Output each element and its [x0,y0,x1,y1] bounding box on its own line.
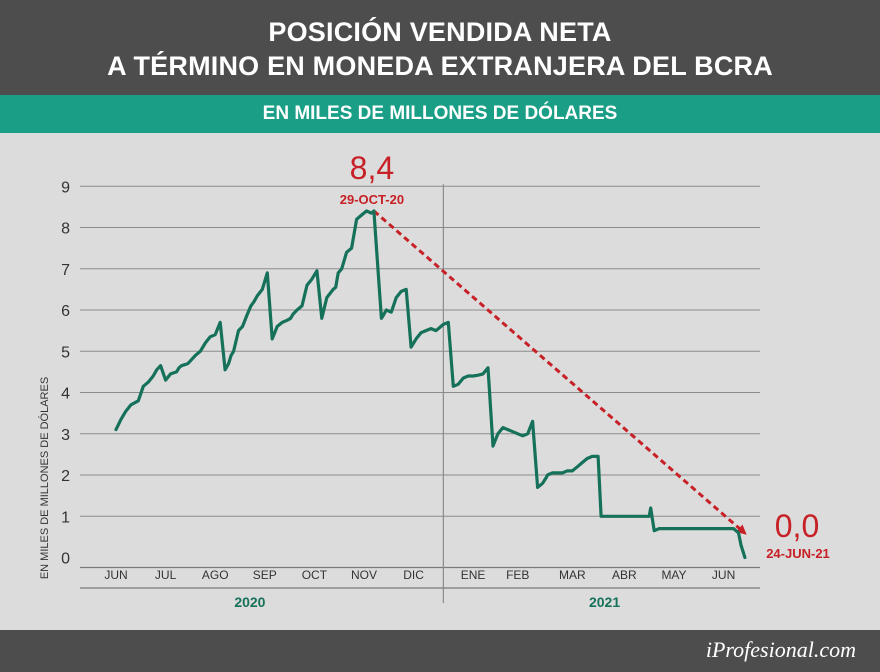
y-tick-label: 9 [61,179,70,196]
trend-arrow [372,209,747,535]
x-tick-label: JUN [712,568,735,582]
chart-title-line-2: A TÉRMINO EN MONEDA EXTRANJERA DEL BCRA [107,51,773,81]
y-tick-label: 1 [61,509,70,526]
chart-subtitle: EN MILES DE MILLONES DE DÓLARES [0,95,880,133]
y-tick-label: 3 [61,427,70,444]
y-tick-label: 0 [61,551,70,568]
x-tick-label: MAR [559,568,586,582]
year-labels: 2020 2021 [80,587,760,610]
x-axis: JUN JUL AGO SEP OCT NOV DIC ENE FEB MAR ABR MAY JUN [104,184,735,603]
chart-title-line-1: POSICIÓN VENDIDA NETA [268,17,612,47]
y-tick-label: 5 [61,344,70,361]
x-tick-label: JUL [155,568,177,582]
peak-date-label: 29-OCT-20 [340,192,404,207]
x-tick-label: MAY [661,568,686,582]
x-tick-label: DIC [403,568,424,582]
peak-value-label: 8,4 [350,150,394,186]
line-chart: 0 1 2 3 4 5 6 7 8 9 EN MILES DE MILLONES DE DÓLAR… [38,150,830,610]
footer: iProfesional.com [0,630,880,672]
x-tick-label: ABR [612,568,637,582]
annotations: 8,4 29-OCT-20 0,0 24-JUN-21 [340,150,830,561]
y-tick-label: 6 [61,303,70,320]
y-tick-label: 2 [61,468,70,485]
year-label: 2021 [589,594,620,610]
y-tick-label: 8 [61,221,70,238]
end-date-label: 24-JUN-21 [766,546,830,561]
x-tick-label: NOV [351,568,377,582]
x-tick-label: AGO [202,568,229,582]
y-tick-label: 4 [61,386,70,403]
grid-lines [80,185,760,569]
chart-header: POSICIÓN VENDIDA NETA A TÉRMINO EN MONED… [0,0,880,95]
x-tick-label: ENE [461,568,486,582]
x-tick-label: SEP [253,568,277,582]
brand-logo: iProfesional.com [705,637,856,662]
x-tick-label: OCT [302,568,328,582]
y-axis-ticks: 0 1 2 3 4 5 6 7 8 9 [61,179,70,567]
end-value-label: 0,0 [775,508,819,544]
series-line [114,209,747,560]
x-tick-label: JUN [104,568,127,582]
y-axis-label: EN MILES DE MILLONES DE DÓLARES [38,377,51,579]
year-label: 2020 [234,594,265,610]
x-tick-label: FEB [506,568,529,582]
y-tick-label: 7 [61,262,70,279]
